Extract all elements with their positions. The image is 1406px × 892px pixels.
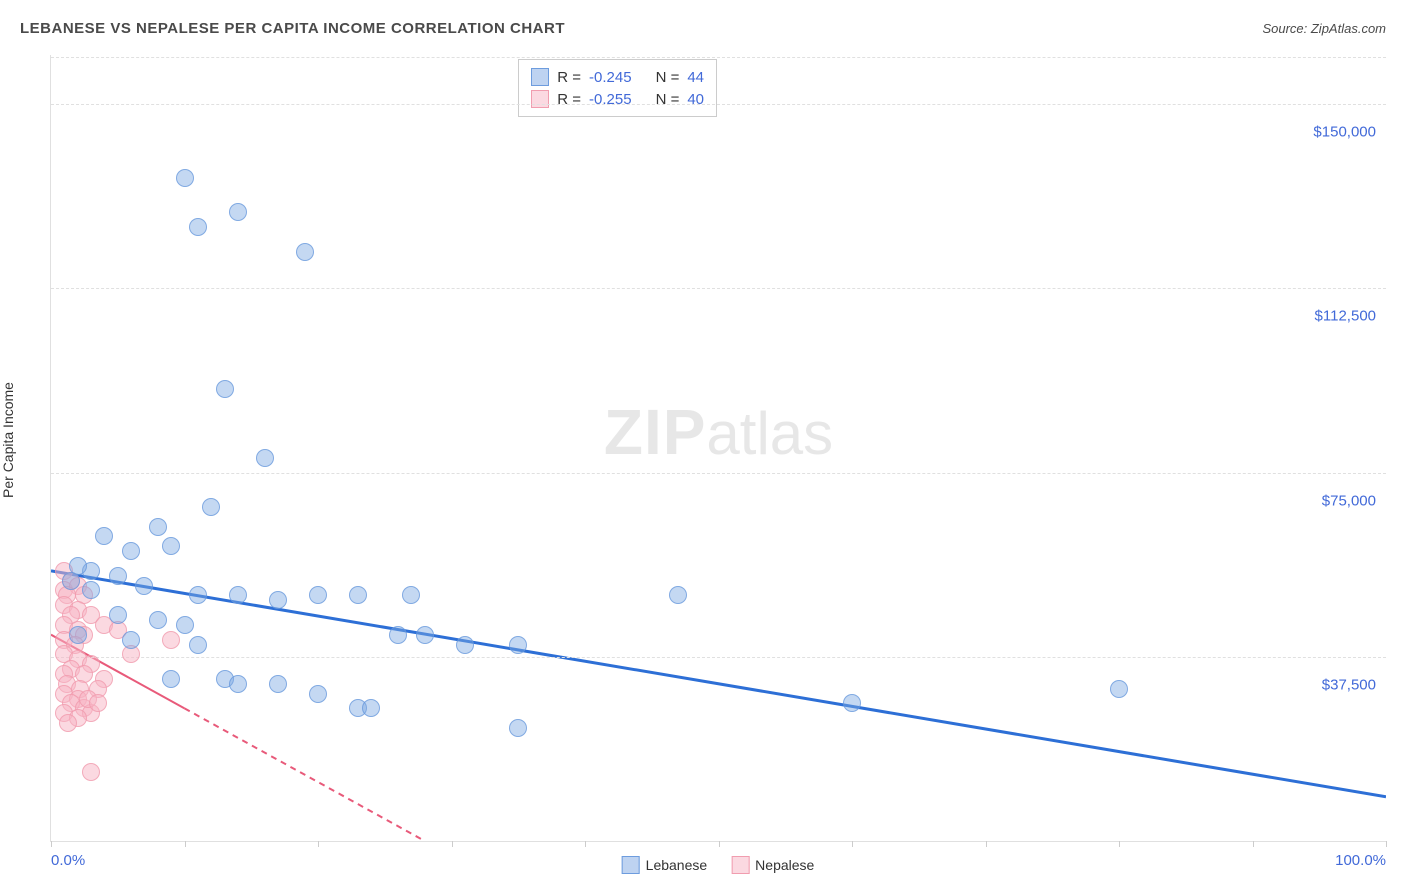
data-point bbox=[135, 577, 153, 595]
data-point bbox=[189, 636, 207, 654]
gridline bbox=[51, 473, 1386, 474]
data-point bbox=[62, 572, 80, 590]
x-tick bbox=[51, 841, 52, 847]
data-point bbox=[296, 243, 314, 261]
chart-header: LEBANESE VS NEPALESE PER CAPITA INCOME C… bbox=[20, 20, 1386, 37]
gridline bbox=[51, 104, 1386, 105]
y-tick-label: $75,000 bbox=[1322, 492, 1376, 509]
y-tick-label: $37,500 bbox=[1322, 676, 1376, 693]
x-tick bbox=[1386, 841, 1387, 847]
x-tick bbox=[986, 841, 987, 847]
chart-source: Source: ZipAtlas.com bbox=[1262, 21, 1386, 36]
swatch-nepalese-icon bbox=[531, 90, 549, 108]
chart-title: LEBANESE VS NEPALESE PER CAPITA INCOME C… bbox=[20, 20, 565, 37]
data-point bbox=[229, 203, 247, 221]
data-point bbox=[269, 591, 287, 609]
data-point bbox=[176, 616, 194, 634]
data-point bbox=[122, 542, 140, 560]
chart-area: ZIPatlas R = -0.245 N = 44 R = -0.255 N … bbox=[50, 55, 1386, 842]
x-tick bbox=[585, 841, 586, 847]
y-tick-label: $112,500 bbox=[1315, 308, 1376, 325]
data-point bbox=[1110, 680, 1128, 698]
data-point bbox=[95, 527, 113, 545]
gridline bbox=[51, 288, 1386, 289]
data-point bbox=[162, 670, 180, 688]
data-point bbox=[309, 685, 327, 703]
legend-item-lebanese: Lebanese bbox=[622, 856, 708, 874]
x-tick bbox=[852, 841, 853, 847]
x-tick bbox=[318, 841, 319, 847]
data-point bbox=[216, 380, 234, 398]
x-tick bbox=[719, 841, 720, 847]
x-tick bbox=[185, 841, 186, 847]
data-point bbox=[109, 567, 127, 585]
x-tick-label: 100.0% bbox=[1335, 852, 1386, 869]
data-point bbox=[189, 586, 207, 604]
data-point bbox=[269, 675, 287, 693]
data-point bbox=[162, 537, 180, 555]
data-point bbox=[82, 581, 100, 599]
stats-row-nepalese: R = -0.255 N = 40 bbox=[531, 88, 704, 110]
trend-lines bbox=[51, 55, 1386, 841]
data-point bbox=[162, 631, 180, 649]
data-point bbox=[416, 626, 434, 644]
data-point bbox=[509, 636, 527, 654]
legend-swatch-lebanese-icon bbox=[622, 856, 640, 874]
data-point bbox=[82, 763, 100, 781]
data-point bbox=[456, 636, 474, 654]
stats-row-lebanese: R = -0.245 N = 44 bbox=[531, 66, 704, 88]
data-point bbox=[509, 719, 527, 737]
data-point bbox=[122, 631, 140, 649]
data-point bbox=[89, 694, 107, 712]
data-point bbox=[189, 218, 207, 236]
gridline bbox=[51, 57, 1386, 58]
stats-box: R = -0.245 N = 44 R = -0.255 N = 40 bbox=[518, 59, 717, 117]
data-point bbox=[309, 586, 327, 604]
x-tick-label: 0.0% bbox=[51, 852, 85, 869]
x-tick bbox=[1253, 841, 1254, 847]
data-point bbox=[256, 449, 274, 467]
data-point bbox=[229, 586, 247, 604]
x-tick bbox=[1119, 841, 1120, 847]
legend-item-nepalese: Nepalese bbox=[731, 856, 814, 874]
swatch-lebanese-icon bbox=[531, 68, 549, 86]
data-point bbox=[362, 699, 380, 717]
gridline bbox=[51, 657, 1386, 658]
plot-region: ZIPatlas R = -0.245 N = 44 R = -0.255 N … bbox=[50, 55, 1386, 842]
data-point bbox=[389, 626, 407, 644]
data-point bbox=[349, 586, 367, 604]
data-point bbox=[69, 626, 87, 644]
data-point bbox=[229, 675, 247, 693]
legend-swatch-nepalese-icon bbox=[731, 856, 749, 874]
data-point bbox=[149, 611, 167, 629]
data-point bbox=[109, 606, 127, 624]
data-point bbox=[149, 518, 167, 536]
y-axis-label: Per Capita Income bbox=[0, 382, 16, 498]
data-point bbox=[202, 498, 220, 516]
y-tick-label: $150,000 bbox=[1313, 124, 1376, 141]
data-point bbox=[59, 714, 77, 732]
bottom-legend: Lebanese Nepalese bbox=[622, 856, 815, 874]
watermark: ZIPatlas bbox=[604, 395, 833, 469]
data-point bbox=[176, 169, 194, 187]
data-point bbox=[843, 694, 861, 712]
data-point bbox=[669, 586, 687, 604]
data-point bbox=[402, 586, 420, 604]
x-tick bbox=[452, 841, 453, 847]
